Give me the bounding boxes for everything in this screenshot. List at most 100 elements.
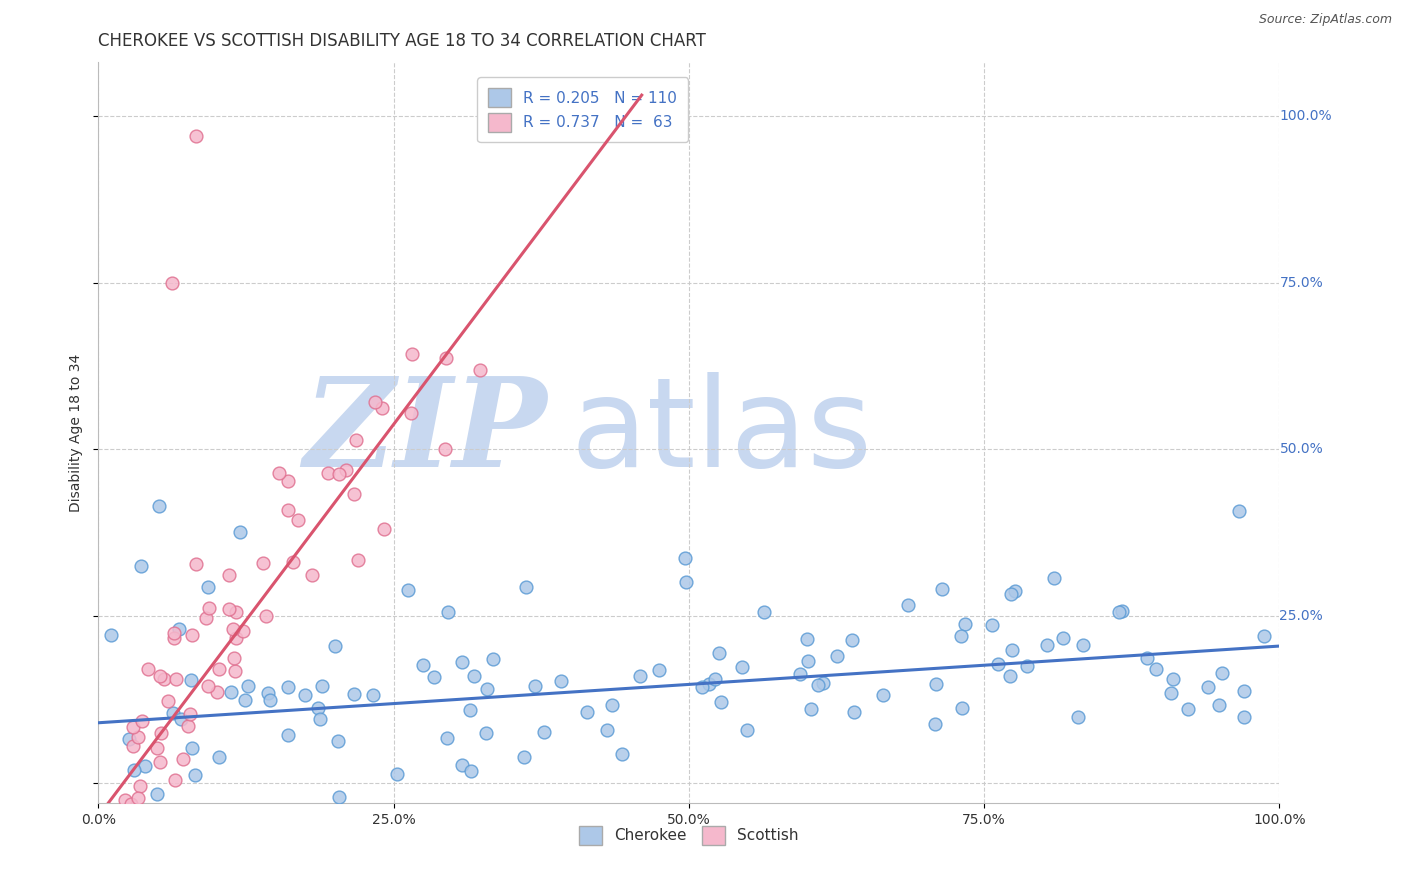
- Point: [423, 669, 446, 683]
- Point: [236, 679, 259, 693]
- Point: [1004, 583, 1026, 598]
- Point: [115, 831, 138, 846]
- Point: [177, 718, 200, 732]
- Point: [396, 582, 419, 597]
- Point: [463, 669, 485, 683]
- Point: [690, 680, 713, 694]
- Point: [796, 632, 818, 646]
- Point: [323, 640, 346, 654]
- Point: [180, 628, 202, 642]
- Point: [129, 559, 152, 574]
- Point: [222, 622, 245, 636]
- Point: [842, 705, 865, 719]
- Point: [149, 725, 172, 739]
- Point: [735, 723, 758, 738]
- Point: [1071, 638, 1094, 652]
- Point: [361, 688, 384, 702]
- Point: [207, 685, 229, 699]
- Point: [146, 787, 169, 801]
- Point: [1136, 651, 1159, 665]
- Point: [218, 568, 240, 582]
- Point: [752, 605, 775, 619]
- Point: [149, 669, 172, 683]
- Point: [195, 611, 218, 625]
- Point: [208, 750, 231, 764]
- Point: [1144, 662, 1167, 676]
- Point: [731, 660, 754, 674]
- Point: [219, 684, 242, 698]
- Point: [797, 654, 820, 668]
- Point: [257, 686, 280, 700]
- Point: [897, 598, 920, 612]
- Point: [277, 728, 299, 742]
- Point: [283, 555, 305, 569]
- Point: [610, 747, 633, 762]
- Point: [184, 767, 207, 781]
- Point: [981, 617, 1004, 632]
- Point: [207, 662, 229, 676]
- Point: [1036, 638, 1059, 652]
- Point: [950, 629, 973, 643]
- Point: [229, 525, 252, 540]
- Point: [1111, 604, 1133, 618]
- Point: [186, 128, 208, 143]
- Point: [1161, 673, 1184, 687]
- Point: [181, 741, 204, 756]
- Point: [308, 712, 330, 726]
- Point: [412, 658, 434, 673]
- Point: [673, 550, 696, 565]
- Point: [149, 755, 172, 769]
- Point: [1000, 669, 1022, 683]
- Point: [1227, 504, 1250, 518]
- Point: [224, 664, 246, 678]
- Point: [533, 724, 555, 739]
- Point: [434, 351, 457, 365]
- Text: CHEROKEE VS SCOTTISH DISABILITY AGE 18 TO 34 CORRELATION CHART: CHEROKEE VS SCOTTISH DISABILITY AGE 18 T…: [98, 32, 706, 50]
- Point: [347, 553, 370, 567]
- Point: [523, 679, 546, 693]
- Point: [373, 522, 395, 536]
- Point: [165, 772, 187, 787]
- Point: [434, 442, 457, 457]
- Point: [294, 688, 316, 702]
- Point: [225, 632, 247, 646]
- Point: [316, 466, 339, 480]
- Text: 50.0%: 50.0%: [1279, 442, 1323, 457]
- Point: [704, 673, 727, 687]
- Point: [697, 677, 720, 691]
- Point: [162, 706, 184, 721]
- Point: [1233, 709, 1256, 723]
- Point: [1160, 686, 1182, 700]
- Point: [180, 673, 202, 687]
- Point: [596, 723, 619, 737]
- Point: [198, 600, 221, 615]
- Point: [451, 655, 474, 669]
- Point: [224, 651, 246, 665]
- Point: [807, 678, 830, 692]
- Point: [328, 467, 350, 482]
- Point: [1000, 587, 1022, 601]
- Point: [363, 394, 385, 409]
- Point: [924, 717, 946, 731]
- Point: [233, 693, 256, 707]
- Point: [267, 466, 290, 480]
- Point: [167, 622, 190, 636]
- Point: [252, 556, 274, 570]
- Point: [800, 702, 823, 716]
- Text: 25.0%: 25.0%: [1279, 609, 1323, 623]
- Point: [170, 712, 193, 726]
- Point: [1108, 605, 1130, 619]
- Point: [179, 706, 201, 721]
- Point: [328, 789, 350, 804]
- Text: ZIP: ZIP: [304, 372, 547, 493]
- Point: [475, 681, 498, 696]
- Point: [925, 676, 948, 690]
- Point: [120, 797, 142, 811]
- Point: [950, 701, 973, 715]
- Point: [1001, 642, 1024, 657]
- Point: [326, 733, 349, 747]
- Point: [148, 500, 170, 514]
- Point: [152, 673, 174, 687]
- Point: [163, 626, 186, 640]
- Point: [311, 679, 333, 693]
